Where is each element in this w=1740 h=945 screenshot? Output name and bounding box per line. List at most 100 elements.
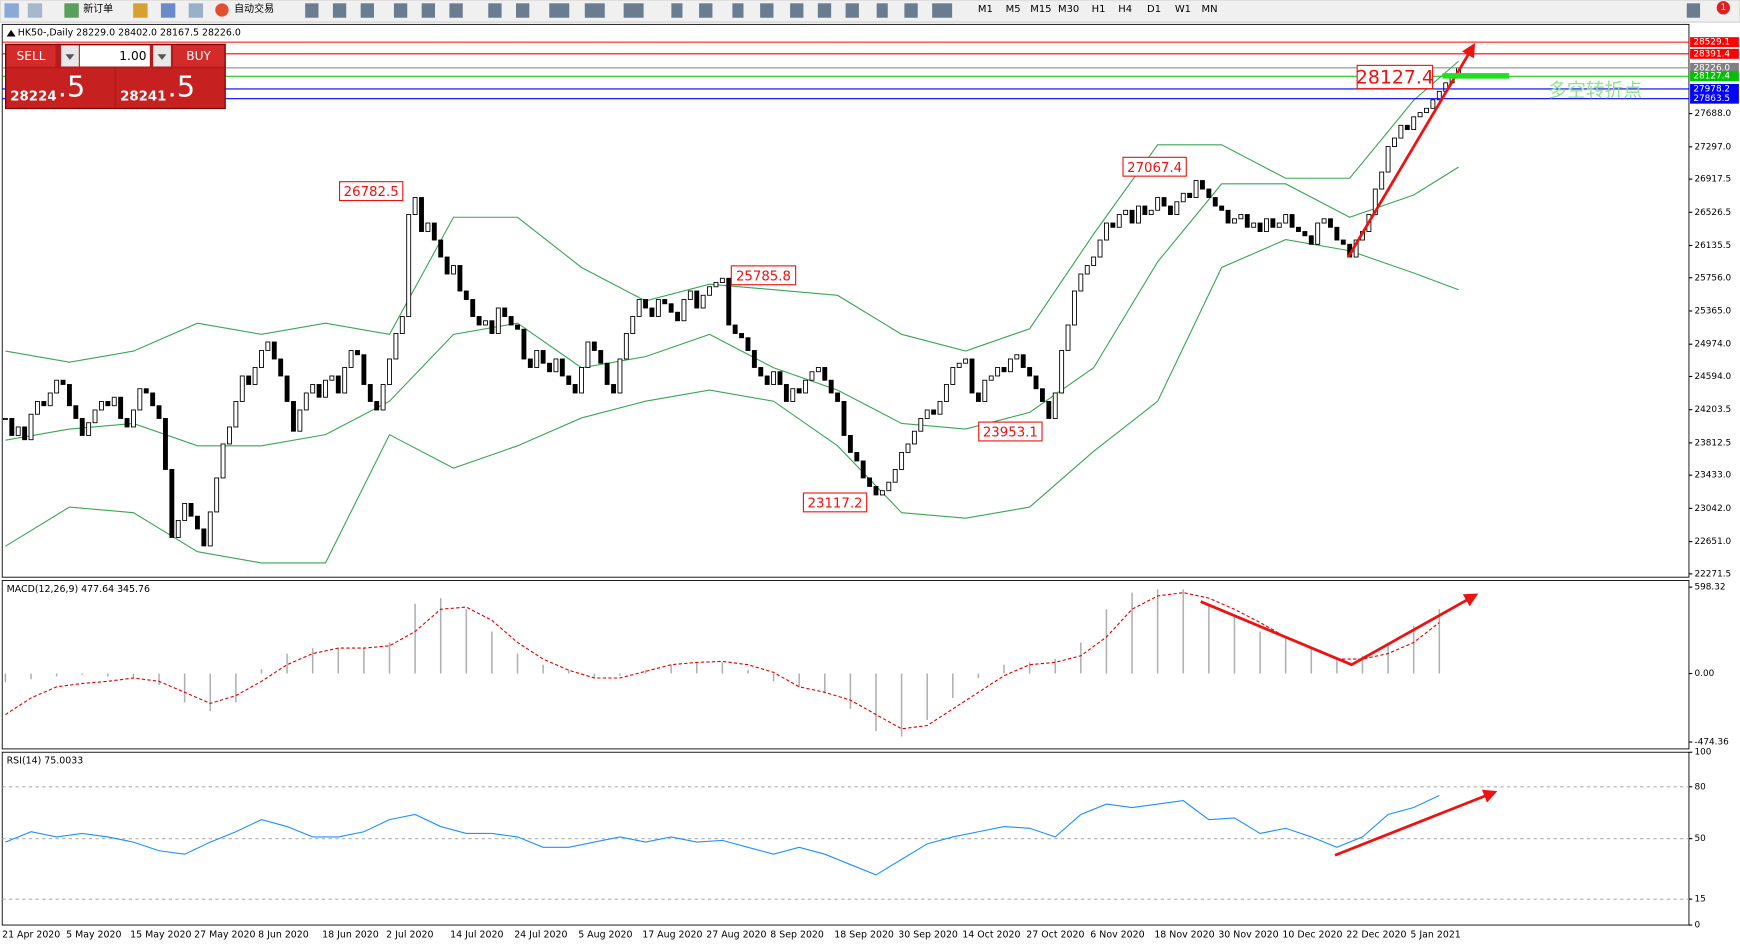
icon[interactable] bbox=[623, 3, 644, 18]
icon[interactable] bbox=[488, 3, 502, 18]
icon[interactable] bbox=[760, 3, 774, 18]
timeframe[interactable]: M15 bbox=[1030, 4, 1051, 15]
ask-box[interactable] bbox=[116, 68, 225, 108]
candle bbox=[515, 324, 520, 330]
candle bbox=[911, 430, 917, 445]
candle bbox=[412, 197, 418, 215]
icon[interactable] bbox=[790, 3, 804, 18]
icon[interactable] bbox=[160, 3, 176, 18]
sell-button[interactable] bbox=[6, 45, 56, 67]
candle bbox=[1392, 137, 1397, 148]
candle bbox=[2, 418, 8, 421]
candle bbox=[463, 290, 469, 300]
candle bbox=[419, 197, 424, 232]
icon[interactable] bbox=[133, 3, 148, 18]
candle bbox=[867, 477, 873, 487]
candle bbox=[399, 316, 405, 334]
icon[interactable] bbox=[188, 3, 204, 18]
candle bbox=[815, 367, 821, 373]
icon[interactable] bbox=[904, 3, 918, 18]
y-tick-label: 0 bbox=[1695, 921, 1701, 931]
icon[interactable] bbox=[932, 3, 953, 18]
pivot-marker bbox=[1442, 73, 1510, 79]
annotation: 28127.4 bbox=[1356, 68, 1434, 89]
candle bbox=[1116, 214, 1122, 228]
candle bbox=[1308, 235, 1314, 245]
icon[interactable] bbox=[215, 3, 229, 17]
x-tick-label: 27 May 2020 bbox=[194, 930, 255, 941]
candle bbox=[1142, 205, 1148, 215]
candle bbox=[1200, 180, 1205, 190]
bid-pips: .5 bbox=[58, 70, 86, 104]
x-tick-label: 5 Jan 2021 bbox=[1410, 930, 1460, 941]
new-order[interactable]: 新订单 bbox=[83, 2, 113, 15]
timeframe[interactable]: H4 bbox=[1118, 4, 1132, 15]
icon[interactable] bbox=[516, 3, 530, 18]
icon[interactable] bbox=[584, 3, 605, 18]
charts: 22271.5 22651.0 23042.0 23433.0 23812.5 24203… bbox=[1, 23, 1739, 941]
icon[interactable] bbox=[305, 3, 319, 18]
timeframe[interactable]: W1 bbox=[1175, 4, 1191, 15]
notification-count: 1 bbox=[1721, 3, 1727, 13]
icon[interactable] bbox=[699, 3, 713, 18]
icon[interactable] bbox=[876, 3, 888, 18]
timeframe[interactable]: D1 bbox=[1147, 4, 1161, 15]
icon[interactable] bbox=[671, 3, 683, 18]
candle bbox=[1020, 354, 1026, 368]
candle bbox=[777, 371, 783, 385]
icon[interactable] bbox=[817, 3, 832, 18]
candle bbox=[745, 337, 751, 351]
candle bbox=[1155, 197, 1161, 211]
notification-badge[interactable] bbox=[1716, 1, 1731, 15]
sell-label: SELL bbox=[17, 49, 46, 63]
x-tick-label: 6 Nov 2020 bbox=[1090, 930, 1144, 941]
search-icon[interactable] bbox=[1686, 3, 1701, 18]
candle bbox=[495, 307, 501, 334]
icon[interactable] bbox=[64, 3, 79, 18]
candle bbox=[751, 350, 757, 368]
candle bbox=[1039, 388, 1045, 402]
icon[interactable] bbox=[393, 3, 408, 18]
candle bbox=[1187, 192, 1193, 198]
auto-trading[interactable]: 自动交易 bbox=[234, 2, 274, 15]
timeframe[interactable]: MN bbox=[1202, 4, 1218, 15]
x-tick-label: 30 Sep 2020 bbox=[898, 930, 958, 941]
ask-price: 28241 bbox=[120, 89, 166, 104]
icon[interactable] bbox=[845, 3, 859, 18]
pane-title: HK50-,Daily 28229.0 28402.0 28167.5 2822… bbox=[18, 28, 241, 39]
candle bbox=[92, 409, 98, 424]
timeframe[interactable]: M5 bbox=[1006, 4, 1021, 15]
icon[interactable] bbox=[360, 3, 374, 18]
volume-field[interactable] bbox=[79, 45, 150, 67]
candle bbox=[143, 388, 149, 394]
candle bbox=[361, 354, 367, 385]
icon[interactable] bbox=[4, 3, 19, 18]
candle bbox=[1238, 214, 1244, 220]
icon[interactable] bbox=[732, 3, 744, 18]
price-level-tag bbox=[1690, 83, 1739, 94]
candle bbox=[1436, 90, 1442, 101]
icon[interactable] bbox=[449, 3, 463, 18]
candle bbox=[86, 422, 92, 436]
candle bbox=[854, 452, 860, 462]
candle bbox=[719, 277, 725, 283]
candle bbox=[739, 333, 745, 339]
pane-title: RSI(14) 75.0033 bbox=[7, 756, 84, 767]
timeframe[interactable]: M1 bbox=[978, 4, 993, 15]
icon[interactable] bbox=[549, 3, 570, 18]
buy-button[interactable] bbox=[173, 45, 225, 67]
candle bbox=[1084, 265, 1090, 275]
candle bbox=[156, 405, 162, 419]
candle bbox=[310, 384, 316, 394]
x-tick-label: 15 May 2020 bbox=[130, 930, 191, 941]
icon[interactable] bbox=[27, 3, 43, 18]
candle bbox=[886, 481, 892, 492]
timeframe[interactable]: H1 bbox=[1092, 4, 1106, 15]
timeframe[interactable]: M30 bbox=[1058, 4, 1079, 15]
icon[interactable] bbox=[332, 3, 347, 18]
bid-box[interactable] bbox=[6, 68, 115, 108]
candle bbox=[553, 358, 559, 373]
y-tick-label: 27297.0 bbox=[1695, 142, 1732, 152]
icon[interactable] bbox=[421, 3, 435, 18]
